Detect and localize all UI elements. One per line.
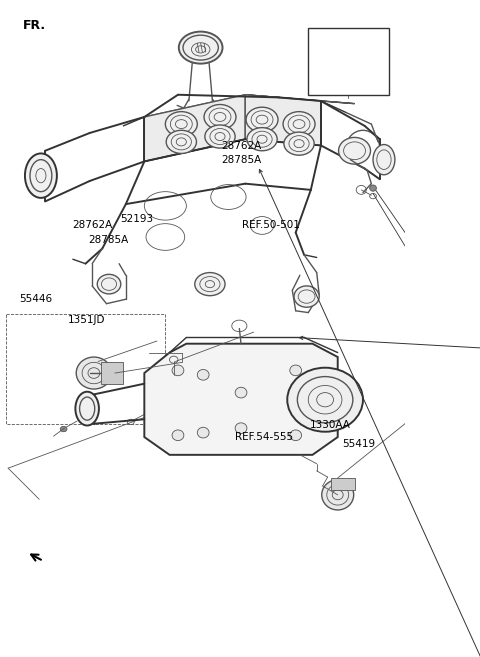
Ellipse shape [290, 430, 301, 441]
Polygon shape [144, 344, 338, 455]
Polygon shape [101, 363, 123, 384]
Ellipse shape [172, 365, 184, 376]
Ellipse shape [172, 430, 184, 441]
Text: 52193: 52193 [120, 214, 154, 223]
Ellipse shape [76, 357, 111, 389]
Bar [308, 28, 389, 95]
Ellipse shape [197, 427, 209, 438]
Text: REF.54-555: REF.54-555 [236, 432, 294, 442]
Polygon shape [245, 95, 355, 104]
Text: 28785A: 28785A [88, 235, 129, 244]
Text: 28762A: 28762A [72, 219, 112, 229]
Ellipse shape [75, 392, 99, 426]
Polygon shape [144, 95, 245, 162]
Ellipse shape [322, 480, 354, 510]
Ellipse shape [166, 130, 196, 154]
Ellipse shape [197, 369, 209, 380]
Ellipse shape [195, 273, 225, 296]
Polygon shape [331, 478, 355, 490]
Text: 28785A: 28785A [221, 155, 262, 166]
Ellipse shape [179, 32, 223, 64]
Ellipse shape [60, 426, 67, 432]
Text: FR.: FR. [23, 20, 46, 32]
Ellipse shape [294, 286, 319, 307]
Ellipse shape [373, 145, 395, 175]
Ellipse shape [338, 137, 371, 164]
Ellipse shape [235, 387, 247, 398]
Ellipse shape [247, 127, 277, 150]
Text: REF.50-501: REF.50-501 [241, 219, 300, 229]
Text: 1120NL: 1120NL [319, 65, 360, 76]
Ellipse shape [204, 104, 236, 129]
Ellipse shape [283, 112, 315, 137]
Ellipse shape [284, 132, 314, 155]
Text: 55446: 55446 [20, 294, 53, 304]
Ellipse shape [290, 365, 301, 376]
Polygon shape [245, 95, 321, 145]
Polygon shape [144, 95, 279, 122]
Text: 1330AA: 1330AA [310, 420, 351, 430]
Text: 28762A: 28762A [221, 141, 262, 150]
Text: 55419: 55419 [342, 439, 375, 449]
Ellipse shape [246, 107, 278, 132]
Ellipse shape [97, 275, 121, 294]
Ellipse shape [25, 154, 57, 198]
Ellipse shape [287, 368, 363, 432]
Text: 1351JD: 1351JD [68, 315, 106, 325]
Ellipse shape [165, 112, 197, 137]
Ellipse shape [205, 125, 235, 148]
Ellipse shape [370, 185, 376, 191]
Ellipse shape [235, 423, 247, 434]
Ellipse shape [343, 68, 354, 77]
